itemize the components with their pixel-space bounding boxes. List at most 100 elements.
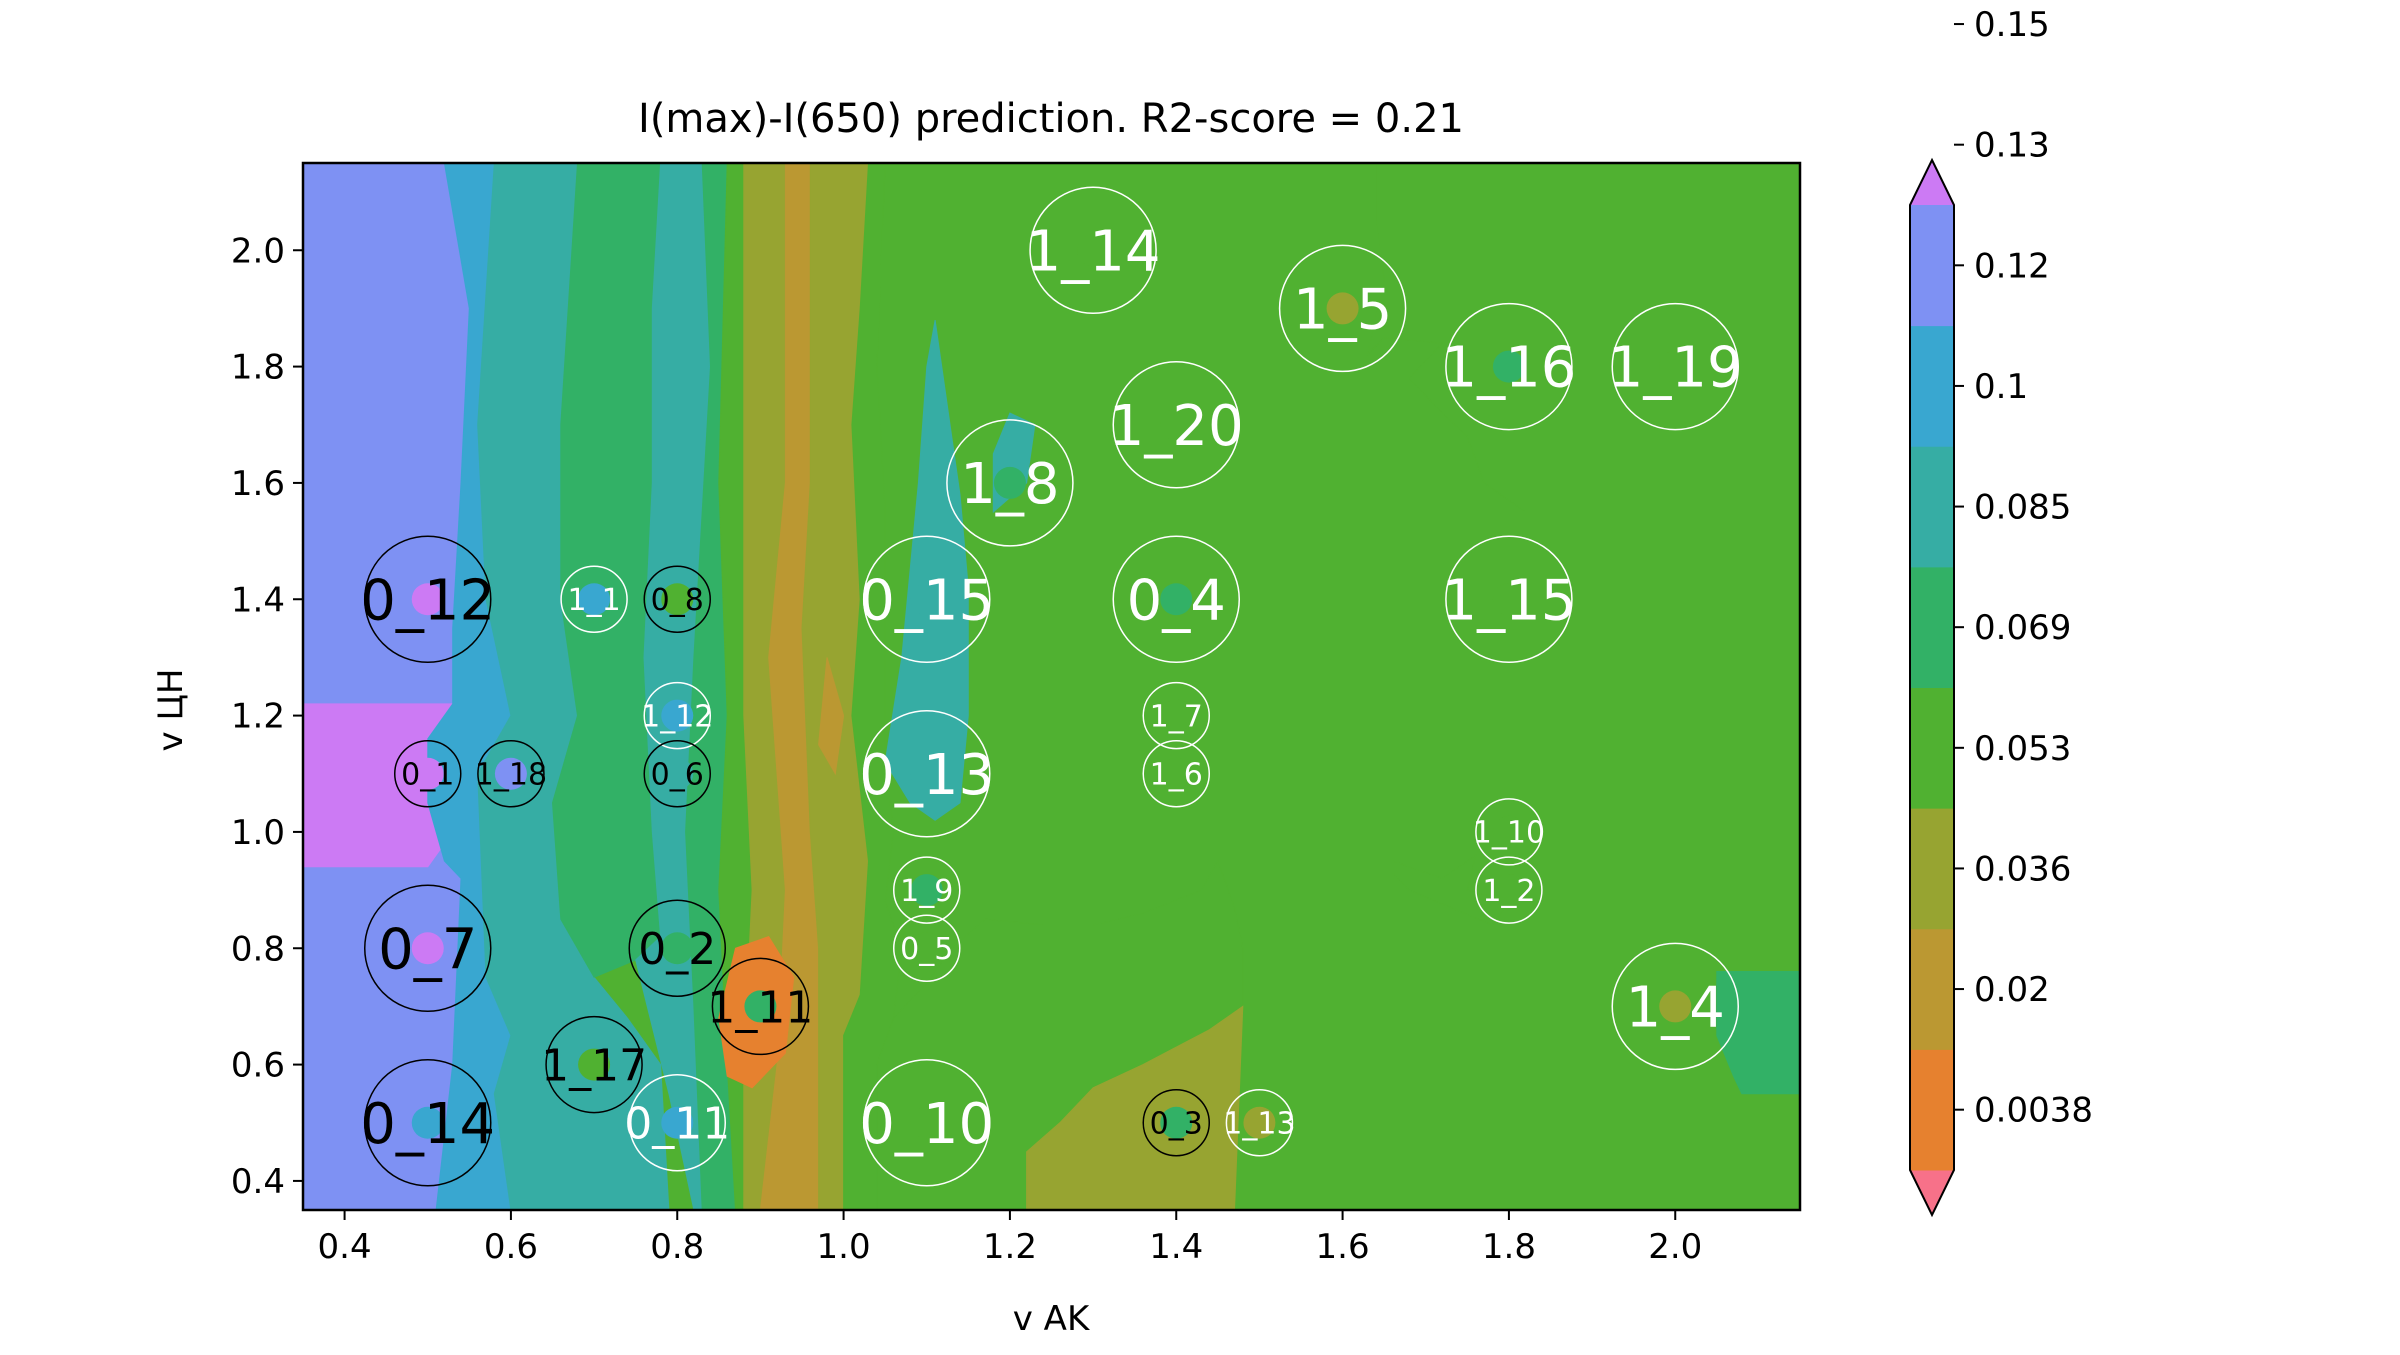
marker-dot (1492, 583, 1525, 616)
marker-ring (1142, 681, 1210, 750)
marker-ring (1142, 1089, 1210, 1157)
sample-marker-1_7: 1_7 (1142, 681, 1210, 750)
marker-label: 0_11 (624, 1099, 730, 1150)
marker-label: 0_13 (859, 743, 994, 808)
colorbar-tick-label: 0.02 (1974, 970, 2050, 1010)
x-tick-label: 0.4 (318, 1227, 372, 1267)
marker-ring (1475, 798, 1543, 866)
marker-dot (1243, 1106, 1276, 1139)
marker-dot (411, 932, 444, 965)
marker-label: 0_15 (859, 568, 994, 633)
marker-dot (1160, 1106, 1193, 1139)
marker-ring (893, 856, 961, 924)
marker-ring (643, 740, 711, 808)
marker-dot (661, 583, 694, 616)
x-tick-label: 1.0 (817, 1227, 871, 1267)
y-axis-label: v ЦН (151, 669, 191, 752)
x-tick-label: 1.4 (1149, 1227, 1203, 1267)
contour-region-11 (818, 657, 845, 776)
colorbar-band (1910, 205, 1954, 327)
marker-label: 1_12 (641, 699, 713, 734)
x-tick-label: 2.0 (1648, 1227, 1702, 1267)
marker-label: 1_16 (1441, 336, 1576, 401)
x-tick-label: 1.6 (1316, 1227, 1370, 1267)
contour-region-15 (1026, 1005, 1244, 1210)
sample-marker-1_10: 1_10 (1473, 798, 1545, 866)
marker-dot (1160, 699, 1193, 732)
marker-ring (545, 1015, 643, 1114)
y-tick-label: 0.8 (231, 929, 285, 969)
colorbar-band (1910, 687, 1954, 809)
marker-dot (1659, 990, 1692, 1023)
y-tick-label: 1.4 (231, 580, 285, 620)
marker-dot (910, 932, 943, 965)
sample-marker-1_20: 1_20 (1109, 361, 1244, 489)
marker-label: 1_11 (707, 982, 813, 1033)
sample-marker-1_18: 1_18 (475, 740, 547, 808)
marker-dot (661, 757, 694, 790)
marker-ring (946, 419, 1074, 547)
y-tick-label: 0.6 (231, 1046, 285, 1086)
marker-ring (1475, 856, 1543, 924)
colorbar-extend-low (1910, 1170, 1954, 1215)
y-tick-label: 1.8 (231, 348, 285, 388)
marker-dot (494, 757, 527, 790)
contour-region-16 (884, 320, 969, 821)
marker-dot (661, 699, 694, 732)
sample-marker-0_1: 0_1 (394, 740, 462, 808)
marker-ring (863, 535, 991, 663)
sample-marker-0_11: 0_11 (624, 1074, 730, 1172)
marker-label: 1_2 (1482, 874, 1535, 909)
y-tick-label: 0.4 (231, 1162, 285, 1202)
marker-dot (1492, 350, 1525, 383)
marker-label: 0_3 (1150, 1107, 1203, 1142)
marker-label: 1_9 (900, 874, 953, 909)
marker-label: 1_18 (475, 758, 547, 793)
x-tick-label: 0.6 (484, 1227, 538, 1267)
x-tick-label: 1.2 (983, 1227, 1037, 1267)
sample-marker-1_5: 1_5 (1278, 244, 1407, 373)
marker-ring (1112, 535, 1240, 663)
colorbar-tick-label: 0.0038 (1974, 1091, 2093, 1131)
sample-marker-0_8: 0_8 (643, 565, 711, 633)
marker-label: 1_13 (1223, 1107, 1295, 1142)
marker-ring (711, 957, 810, 1056)
marker-ring (1225, 1089, 1294, 1157)
sample-marker-1_1: 1_1 (560, 565, 628, 633)
marker-ring (643, 565, 711, 633)
contour-region-18 (1366, 163, 1800, 513)
marker-label: 0_1 (401, 758, 454, 793)
marker-dot (910, 583, 943, 616)
marker-ring (560, 565, 628, 633)
marker-label: 1_6 (1150, 758, 1203, 793)
marker-ring (1278, 244, 1407, 373)
marker-ring (643, 681, 711, 750)
x-tick-label: 0.8 (650, 1227, 704, 1267)
sample-marker-0_6: 0_6 (643, 740, 711, 808)
sample-marker-0_12: 0_12 (360, 535, 495, 663)
marker-label: 0_10 (859, 1092, 994, 1157)
sample-marker-1_16: 1_16 (1441, 302, 1576, 431)
contour-region-13 (843, 163, 903, 1210)
y-tick-label: 1.0 (231, 813, 285, 853)
sample-marker-0_14: 0_14 (360, 1059, 495, 1187)
y-tick-label: 2.0 (231, 231, 285, 271)
marker-ring (863, 710, 991, 838)
sample-marker-1_12: 1_12 (641, 681, 713, 750)
colorbar-band (1910, 446, 1954, 568)
marker-ring (364, 535, 492, 663)
marker-dot (661, 932, 694, 965)
marker-label: 1_15 (1441, 568, 1576, 633)
marker-label: 0_14 (360, 1092, 495, 1157)
marker-label: 1_1 (567, 583, 620, 618)
marker-label: 1_8 (960, 452, 1059, 517)
marker-label: 0_8 (651, 583, 704, 618)
marker-label: 0_5 (900, 932, 953, 967)
sample-marker-1_13: 1_13 (1223, 1089, 1296, 1157)
colorbar-band (1910, 325, 1954, 447)
sample-marker-0_7: 0_7 (364, 884, 492, 1012)
colorbar-tick-label: 0.069 (1974, 608, 2071, 648)
marker-dot (411, 583, 444, 616)
sample-marker-1_6: 1_6 (1142, 740, 1210, 808)
